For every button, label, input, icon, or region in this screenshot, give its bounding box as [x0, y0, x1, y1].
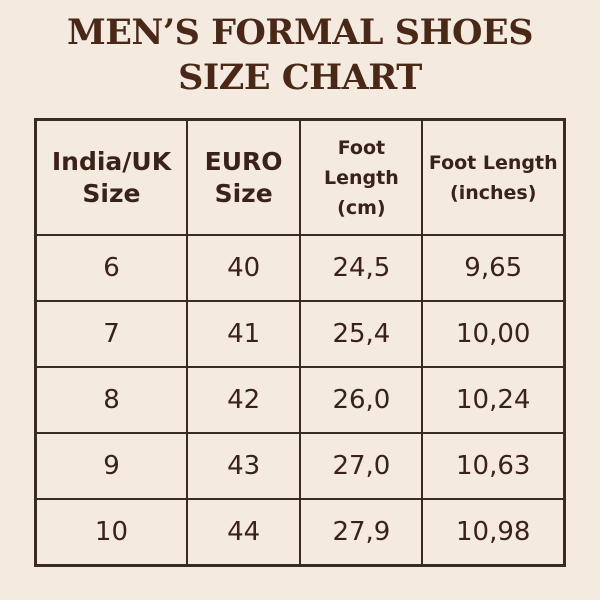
cell-euro-size: 40	[185, 234, 302, 302]
cell-foot-length-inches: 10,63	[421, 432, 566, 500]
cell-foot-length-cm: 25,4	[299, 300, 424, 368]
cell-euro-size: 43	[185, 432, 302, 500]
cell-foot-length-cm: 27,0	[299, 432, 424, 500]
cell-india-uk-size: 8	[34, 366, 188, 434]
cell-india-uk-size: 7	[34, 300, 188, 368]
cell-euro-size: 41	[185, 300, 302, 368]
cell-foot-length-inches: 10,98	[421, 498, 566, 567]
cell-foot-length-cm: 27,9	[299, 498, 424, 567]
header-euro-size: EURO Size	[185, 118, 302, 236]
header-foot-length-cm: Foot Length (cm)	[299, 118, 424, 236]
title-line-1: MEN’S FORMAL SHOES	[67, 12, 533, 53]
cell-india-uk-size: 9	[34, 432, 188, 500]
cell-india-uk-size: 6	[34, 234, 188, 302]
table-row: 7 41 25,4 10,00	[34, 300, 566, 368]
cell-foot-length-cm: 26,0	[299, 366, 424, 434]
size-chart-table: India/UK Size EURO Size Foot Length (cm) Fo…	[34, 118, 566, 567]
title-line-2: SIZE CHART	[178, 57, 422, 98]
header-india-uk-size: India/UK Size	[34, 118, 188, 236]
cell-foot-length-cm: 24,5	[299, 234, 424, 302]
cell-india-uk-size: 10	[34, 498, 188, 567]
cell-euro-size: 42	[185, 366, 302, 434]
cell-foot-length-inches: 10,00	[421, 300, 566, 368]
table-row: 8 42 26,0 10,24	[34, 366, 566, 434]
cell-foot-length-inches: 9,65	[421, 234, 566, 302]
table-row: 6 40 24,5 9,65	[34, 234, 566, 302]
header-foot-length-inches: Foot Length (inches)	[421, 118, 566, 236]
page-title: MEN’S FORMAL SHOES SIZE CHART	[0, 10, 600, 100]
cell-foot-length-inches: 10,24	[421, 366, 566, 434]
header-row: India/UK Size EURO Size Foot Length (cm) Fo…	[34, 118, 566, 236]
table-row: 10 44 27,9 10,98	[34, 498, 566, 567]
cell-euro-size: 44	[185, 498, 302, 567]
table-row: 9 43 27,0 10,63	[34, 432, 566, 500]
